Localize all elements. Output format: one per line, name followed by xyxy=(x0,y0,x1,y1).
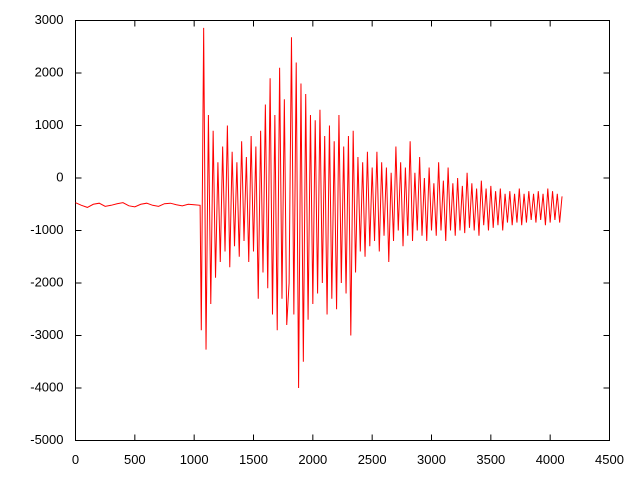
x-tick-label: 1000 xyxy=(180,452,209,467)
x-tick-label: 0 xyxy=(72,452,79,467)
y-tick-label: 1000 xyxy=(35,117,64,132)
y-tick-label: 2000 xyxy=(35,64,64,79)
x-tick-label: 3000 xyxy=(417,452,446,467)
y-tick-label: 3000 xyxy=(35,12,64,27)
x-tick-label: 2000 xyxy=(298,452,327,467)
y-tick-label: -1000 xyxy=(30,222,63,237)
x-tick-label: 4000 xyxy=(536,452,565,467)
y-tick-label: -5000 xyxy=(30,432,63,447)
x-tick-label: 500 xyxy=(124,452,146,467)
x-tick-label: 3500 xyxy=(476,452,505,467)
x-tick-label: 2500 xyxy=(358,452,387,467)
y-tick-label: -3000 xyxy=(30,327,63,342)
y-tick-label: -4000 xyxy=(30,379,63,394)
x-tick-label: 4500 xyxy=(595,452,624,467)
y-tick-label: 0 xyxy=(56,169,63,184)
y-tick-label: -2000 xyxy=(30,274,63,289)
x-tick-label: 1500 xyxy=(239,452,268,467)
data-line xyxy=(75,27,563,389)
